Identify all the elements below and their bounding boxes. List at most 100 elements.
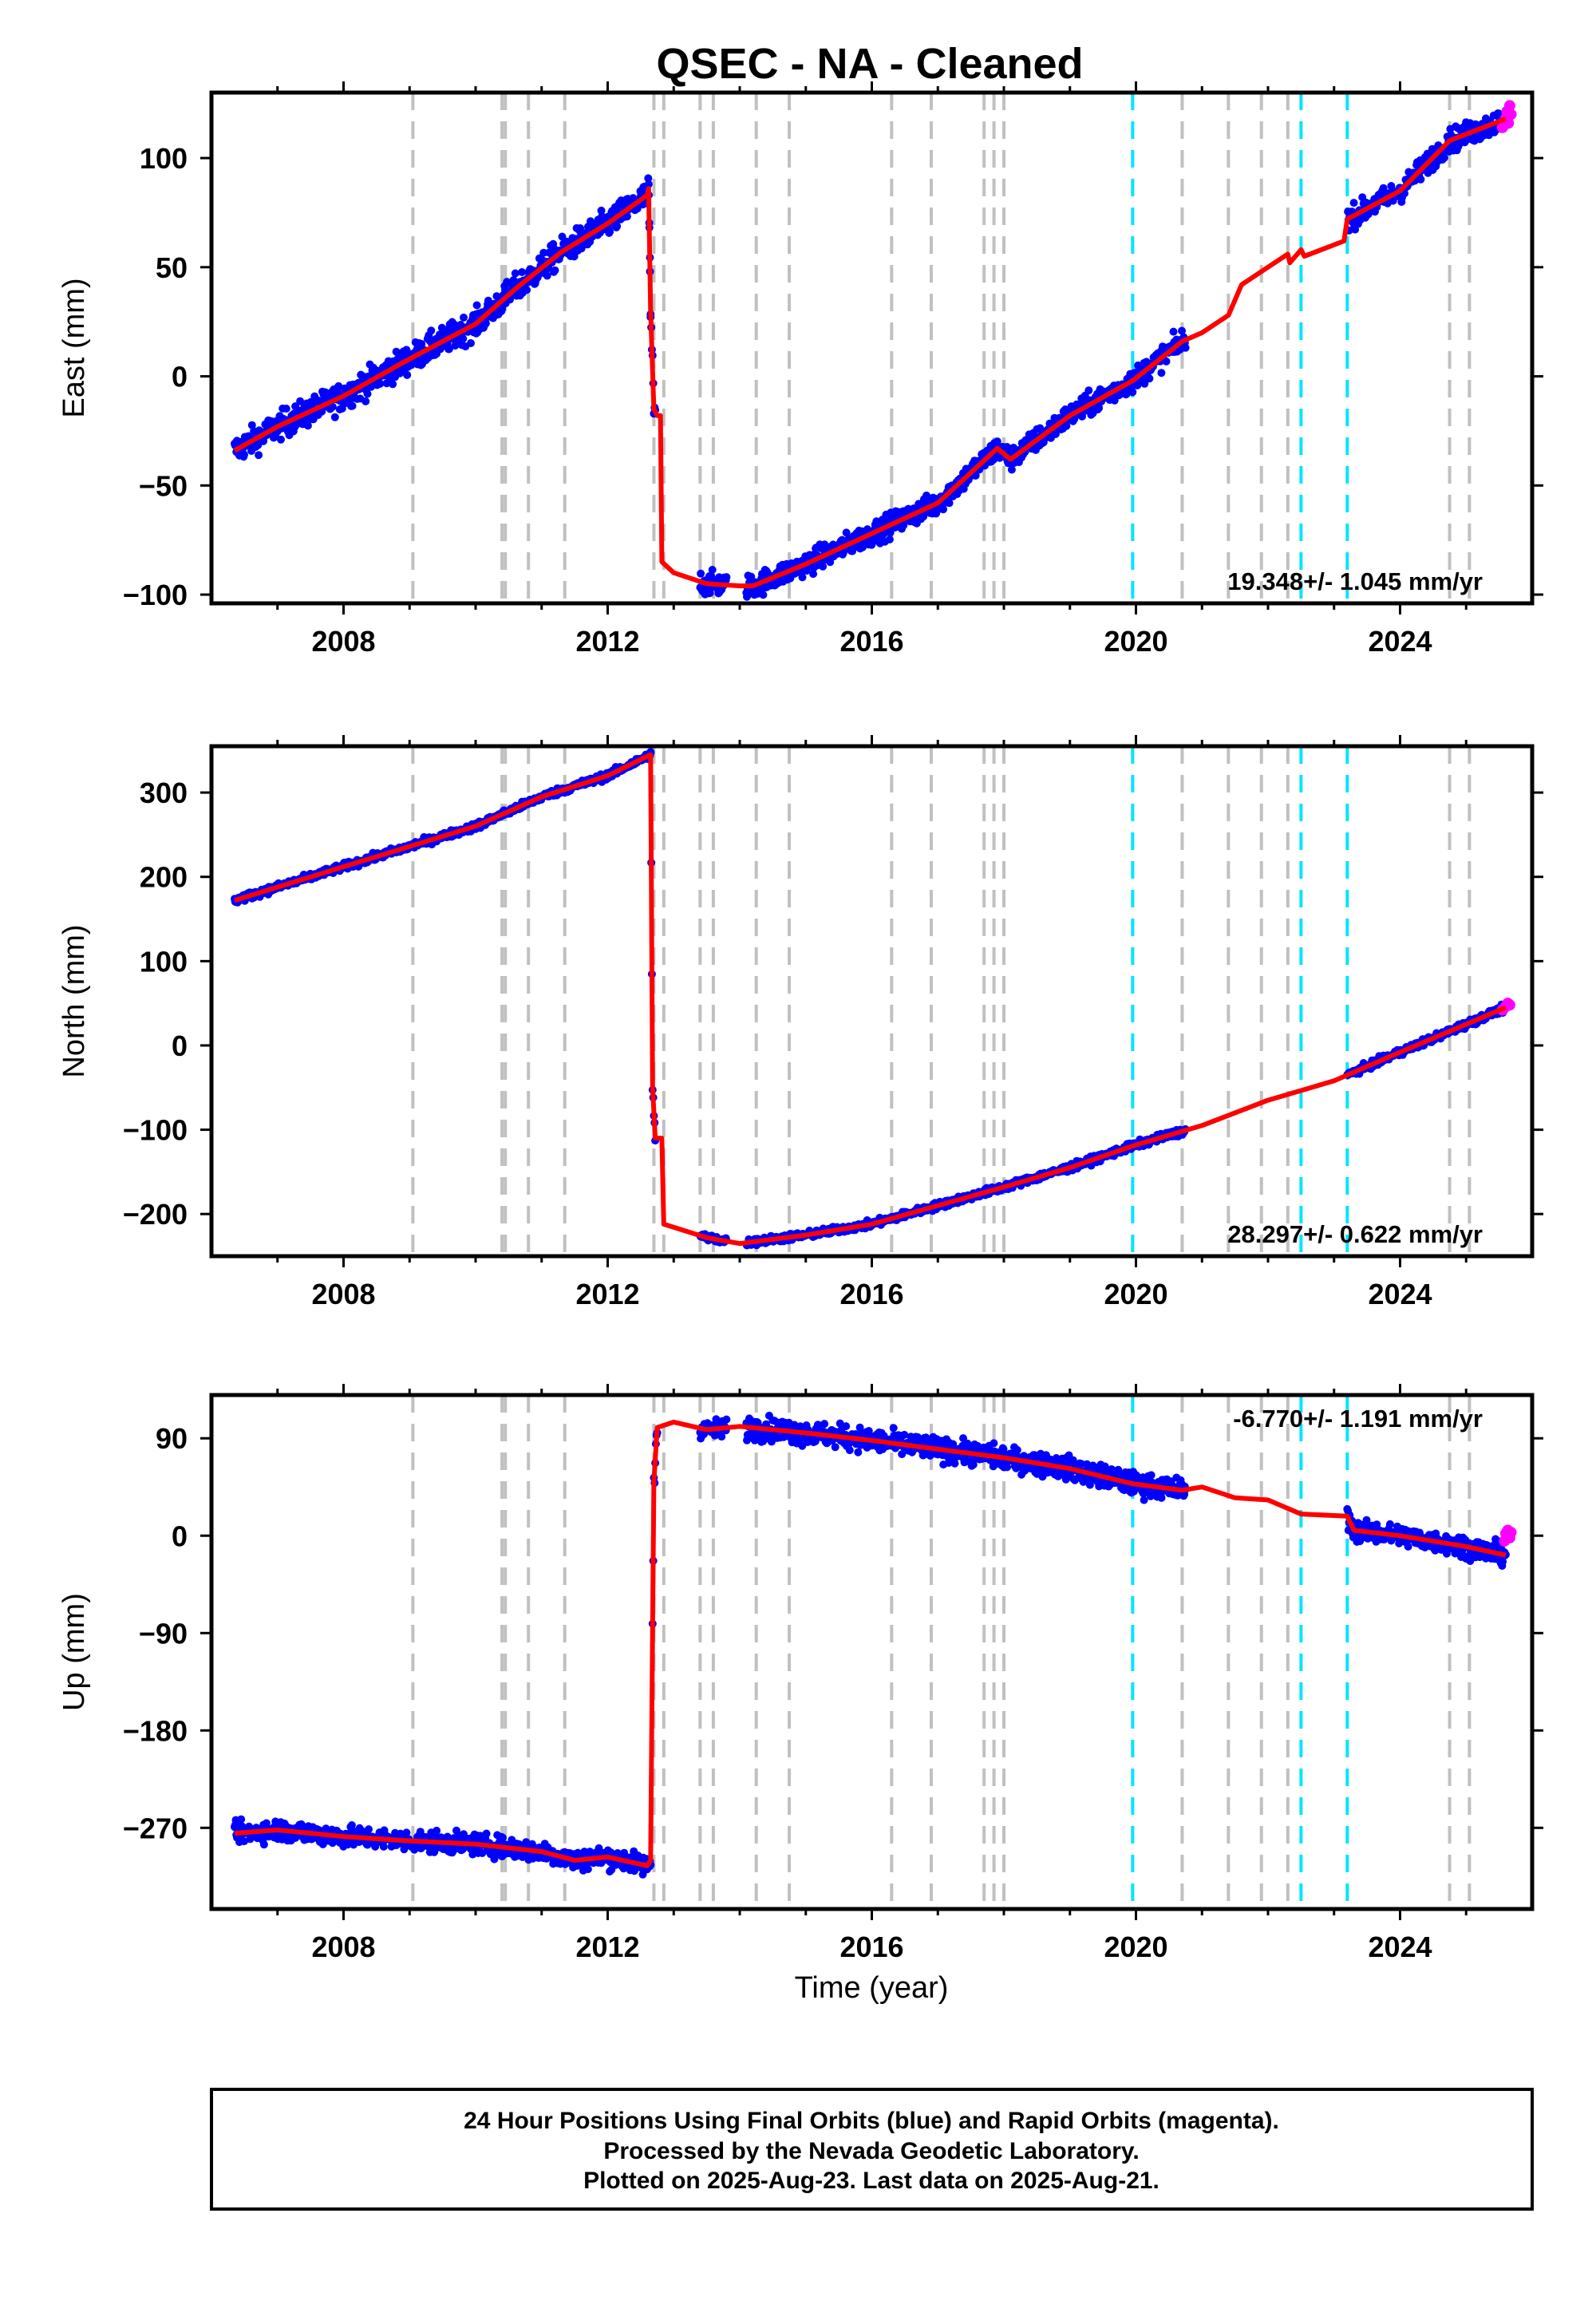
north-plot-area: [231, 746, 1515, 1256]
east-data-point: [1062, 421, 1071, 430]
up-data-point: [990, 1439, 998, 1448]
up-data-point: [402, 1828, 411, 1837]
east-rate-label: 19.348+/- 1.045 mm/yr: [1227, 567, 1483, 595]
north-rate-label: 28.297+/- 0.622 mm/yr: [1227, 1220, 1483, 1248]
east-data-point: [1178, 326, 1186, 335]
up-data-point: [820, 1420, 829, 1429]
east-data-point: [644, 180, 653, 188]
north-y-axis-label: North (mm): [57, 924, 91, 1077]
east-data-point: [1128, 388, 1137, 397]
east-data-point: [460, 313, 468, 322]
north-y-tick-label: 100: [140, 945, 188, 978]
east-x-tick-label: 2016: [839, 625, 903, 658]
east-data-point: [722, 573, 731, 582]
east-data-point: [330, 413, 339, 421]
east-data-point: [885, 536, 894, 543]
east-data-point: [417, 340, 426, 348]
up-data-point: [259, 1840, 268, 1849]
east-data-point: [444, 345, 453, 354]
east-data-point: [1140, 379, 1149, 388]
up-data-point: [620, 1848, 629, 1857]
east-data-point: [450, 321, 459, 329]
east-plot-area: [231, 93, 1517, 603]
up-data-point: [482, 1829, 491, 1838]
up-data-point: [845, 1446, 854, 1455]
east-data-point: [363, 389, 372, 398]
up-data-point: [950, 1459, 959, 1468]
east-data-point: [282, 405, 290, 413]
north-panel: 2008 2012 2016 2020 2024−200−1000100200300No…: [57, 735, 1543, 1310]
up-data-point: [1012, 1464, 1021, 1472]
up-data-point: [240, 1837, 248, 1846]
east-data-point: [389, 380, 397, 389]
east-y-axis-label: East (mm): [57, 278, 91, 417]
east-data-point: [922, 491, 930, 500]
north-x-tick-label: 2020: [1104, 1278, 1167, 1310]
east-data-point: [459, 334, 468, 343]
east-data-point: [467, 339, 475, 347]
east-data-point: [644, 174, 653, 183]
up-data-point: [753, 1418, 762, 1427]
east-data-point: [945, 499, 954, 508]
east-data-point: [622, 212, 631, 221]
east-data-point: [1181, 343, 1190, 352]
east-data-point: [511, 269, 519, 278]
up-data-point: [969, 1460, 978, 1469]
up-data-point: [583, 1865, 592, 1874]
east-data-point: [348, 401, 357, 410]
north-y-tick-label: −100: [123, 1114, 188, 1147]
east-data-point: [1349, 199, 1358, 207]
east-model-line: [233, 117, 1507, 589]
east-rapid-point: [1503, 100, 1515, 112]
east-x-tick-label: 2024: [1368, 625, 1432, 658]
up-data-point: [347, 1821, 356, 1829]
east-data-point: [798, 573, 807, 582]
east-data-point: [338, 404, 346, 413]
east-data-point: [509, 276, 518, 284]
north-y-tick-label: −200: [123, 1198, 188, 1231]
up-data-point: [854, 1448, 863, 1456]
east-data-point: [1440, 153, 1448, 162]
figure-title: QSEC - NA - Cleaned: [656, 40, 1083, 88]
east-data-point: [255, 451, 263, 460]
east-y-tick-label: −50: [139, 469, 188, 502]
east-data-point: [1157, 369, 1166, 377]
east-data-point: [759, 591, 768, 599]
east-data-point: [523, 286, 531, 294]
east-y-tick-label: −100: [123, 579, 188, 611]
north-model-line: [234, 752, 1507, 1247]
east-data-point: [361, 397, 370, 405]
up-data-point: [959, 1434, 967, 1443]
east-data-point: [403, 370, 412, 379]
east-y-tick-label: 0: [172, 361, 188, 393]
up-data-point: [237, 1815, 246, 1824]
north-y-tick-label: 0: [172, 1030, 188, 1062]
up-data-point: [898, 1450, 907, 1459]
up-data-point: [499, 1833, 507, 1842]
east-data-point: [606, 227, 614, 236]
east-data-point: [518, 268, 527, 276]
up-data-point: [842, 1422, 851, 1431]
up-data-point: [379, 1842, 388, 1851]
east-data-point: [1133, 381, 1142, 389]
east-data-point: [1084, 386, 1093, 395]
up-data-point: [433, 1826, 441, 1835]
north-rapid-point: [1503, 999, 1515, 1011]
east-data-point: [697, 569, 705, 578]
east-data-point: [472, 301, 481, 310]
up-data-point: [722, 1415, 731, 1424]
up-plot-area: [231, 1395, 1517, 1909]
east-data-point: [809, 570, 818, 579]
east-data-point: [613, 222, 622, 231]
up-data-point: [900, 1430, 909, 1439]
east-data-point: [842, 528, 851, 537]
east-data-point: [481, 319, 490, 328]
up-data-point: [1013, 1445, 1021, 1454]
north-final-orbit-points: [231, 748, 1510, 1250]
up-data-point: [889, 1424, 898, 1433]
east-data-point: [587, 217, 595, 226]
east-data-point: [1095, 404, 1104, 413]
east-data-point: [543, 271, 551, 280]
